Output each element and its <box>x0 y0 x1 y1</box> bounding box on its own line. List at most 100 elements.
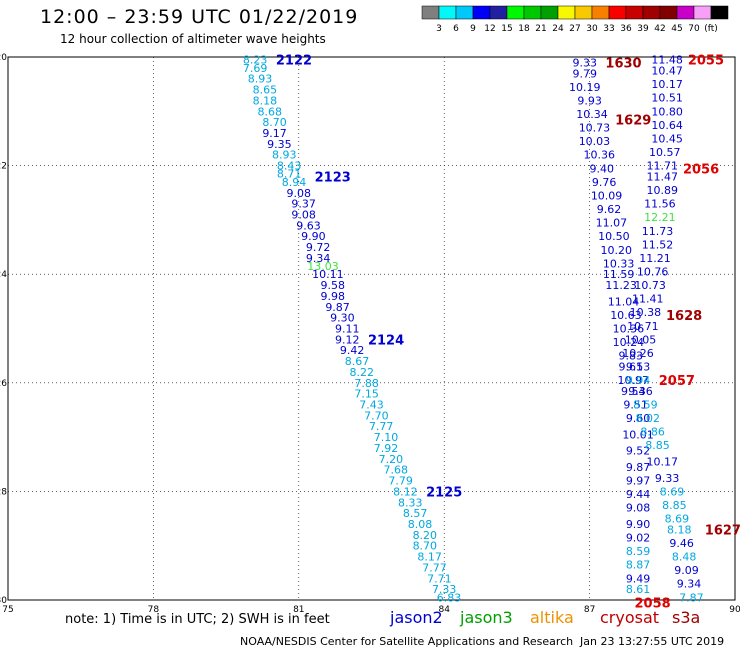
wave-height-label: 10.80 <box>651 105 683 118</box>
wave-height-label: 8.20 <box>413 529 438 542</box>
wave-height-label: 10.33 <box>603 257 635 270</box>
wave-height-label: 9.98 <box>320 290 345 303</box>
colorbar-label: 42 <box>654 24 665 34</box>
plot-frame <box>7 56 736 601</box>
pass-labels: 2122 2123 2124 2125 1630 1629 1628 1627 2055 2056… <box>276 54 740 612</box>
pass-number-label: 2125 <box>426 485 462 500</box>
legend-jason2: jason2 <box>390 608 443 627</box>
colorbar-swatch <box>625 5 644 20</box>
wave-height-label: 9.44 <box>626 488 651 501</box>
wave-height-label: 8.22 <box>350 366 375 379</box>
colorbar-swatch <box>523 5 542 20</box>
wave-height-label: 7.43 <box>359 399 384 412</box>
wave-height-label: 8.23 <box>243 54 268 67</box>
wave-height-label: 6.83 <box>437 591 462 604</box>
x-tick-label: 84 <box>438 605 450 615</box>
pass-number-label: 1627 <box>705 523 740 538</box>
wave-height-label: 7.87 <box>679 591 704 604</box>
pass-number-label: 1628 <box>666 309 702 324</box>
pass-number-label: 1630 <box>605 56 641 71</box>
colorbar-swatch <box>591 5 610 20</box>
wave-height-label: 10.97 <box>617 374 649 387</box>
colorbar: 3 6 9 12 15 18 21 24 27 30 33 36 39 42 45 70 (ft) <box>421 5 729 34</box>
colorbar-label: 30 <box>586 24 598 34</box>
pass-number-label: 1629 <box>615 113 651 128</box>
x-tick-label: 81 <box>293 605 304 615</box>
wave-height-label: 10.89 <box>647 184 679 197</box>
wave-height-label: 11.73 <box>642 225 674 238</box>
wave-height-label: 8.70 <box>413 540 438 553</box>
wave-height-label: 8.87 <box>626 559 651 572</box>
wave-height-label: 11.41 <box>632 293 664 306</box>
wave-height-label: 10.05 <box>625 333 657 346</box>
wave-height-label: 8.59 <box>626 545 651 558</box>
wave-height-label: 10.17 <box>647 456 679 469</box>
y-tick-label: -20 <box>0 53 7 63</box>
wave-height-label: 10.36 <box>613 323 645 336</box>
wave-height-label: 9.87 <box>325 301 350 314</box>
wave-height-label: 9.90 <box>626 518 651 531</box>
colorbar-swatch <box>574 5 593 20</box>
wave-height-label: 9.61 <box>619 361 644 374</box>
wave-height-label: 8.57 <box>403 507 428 520</box>
wave-height-label: 10.34 <box>576 108 608 121</box>
wave-height-label: 9.35 <box>267 138 292 151</box>
wave-height-label: 11.23 <box>605 279 637 292</box>
wave-height-label: 10.71 <box>627 320 659 333</box>
wave-height-label: 9.08 <box>287 187 312 200</box>
wave-height-label: 9.34 <box>677 578 702 591</box>
wave-height-label: 8.43 <box>277 160 302 173</box>
y-tick-label: -22 <box>0 162 7 172</box>
wave-height-label: 10.76 <box>637 265 669 278</box>
wave-height-label: 11.04 <box>608 295 640 308</box>
y-tick-label: -26 <box>0 379 7 389</box>
wave-height-label: 8.68 <box>257 105 282 118</box>
colorbar-swatch <box>693 5 712 20</box>
wave-height-label: 9.40 <box>589 162 614 175</box>
wave-height-label: 9.53 <box>626 361 651 374</box>
wave-height-label: 8.61 <box>626 583 651 596</box>
colorbar-label: 33 <box>603 24 614 34</box>
wave-height-label: 12.21 <box>644 211 676 224</box>
wave-height-label: 8.69 <box>665 513 690 526</box>
wave-height-label: 9.94 <box>626 374 651 387</box>
wave-height-label: 11.71 <box>647 160 679 173</box>
wave-height-label: 9.34 <box>306 252 331 265</box>
colorbar-swatch <box>676 5 695 20</box>
pass-number-label: 2058 <box>635 597 671 612</box>
x-tick-label: 90 <box>729 605 740 615</box>
y-tick-label: -24 <box>0 270 7 280</box>
y-tick-label: -28 <box>0 487 7 497</box>
wave-height-label: 8.12 <box>393 485 418 498</box>
wave-height-label: 7.92 <box>374 442 399 455</box>
wave-height-label: 9.52 <box>626 445 651 458</box>
wave-height-label: 9.51 <box>623 399 648 412</box>
wave-height-label: 8.85 <box>662 499 687 512</box>
pass-number-label: 2056 <box>683 162 719 177</box>
wave-height-label: 9.93 <box>577 94 602 107</box>
wave-height-label: 11.21 <box>639 252 671 265</box>
colorbar-label: 6 <box>453 24 459 34</box>
wave-height-label: 8.33 <box>398 496 423 509</box>
wave-height-label: 10.45 <box>651 132 683 145</box>
wave-height-label: 7.15 <box>354 388 379 401</box>
y-tick-label: -30 <box>0 596 7 606</box>
wave-height-label: 9.33 <box>573 56 598 69</box>
wave-height-label: 8.94 <box>282 176 307 189</box>
wave-height-label: 7.79 <box>388 475 413 488</box>
wave-height-label: 8.17 <box>417 551 442 564</box>
grid-lines <box>8 57 735 600</box>
wave-height-label: 8.70 <box>262 116 287 129</box>
wave-height-label: 10.01 <box>622 428 654 441</box>
wave-height-label: 11.52 <box>642 238 674 251</box>
wave-height-label: 9.72 <box>306 241 331 254</box>
colorbar-swatch <box>642 5 661 20</box>
wave-height-label: 8.71 <box>277 168 302 181</box>
wave-height-label: 11.56 <box>644 198 676 211</box>
credit-line: NOAA/NESDIS Center for Satellite Applica… <box>240 635 574 648</box>
x-tick-label: 75 <box>2 605 13 615</box>
wave-height-label: 7.88 <box>354 377 379 390</box>
wave-height-label: 11.07 <box>596 217 628 230</box>
wave-height-label: 10.19 <box>569 81 601 94</box>
wave-height-label: 8.48 <box>672 551 697 564</box>
